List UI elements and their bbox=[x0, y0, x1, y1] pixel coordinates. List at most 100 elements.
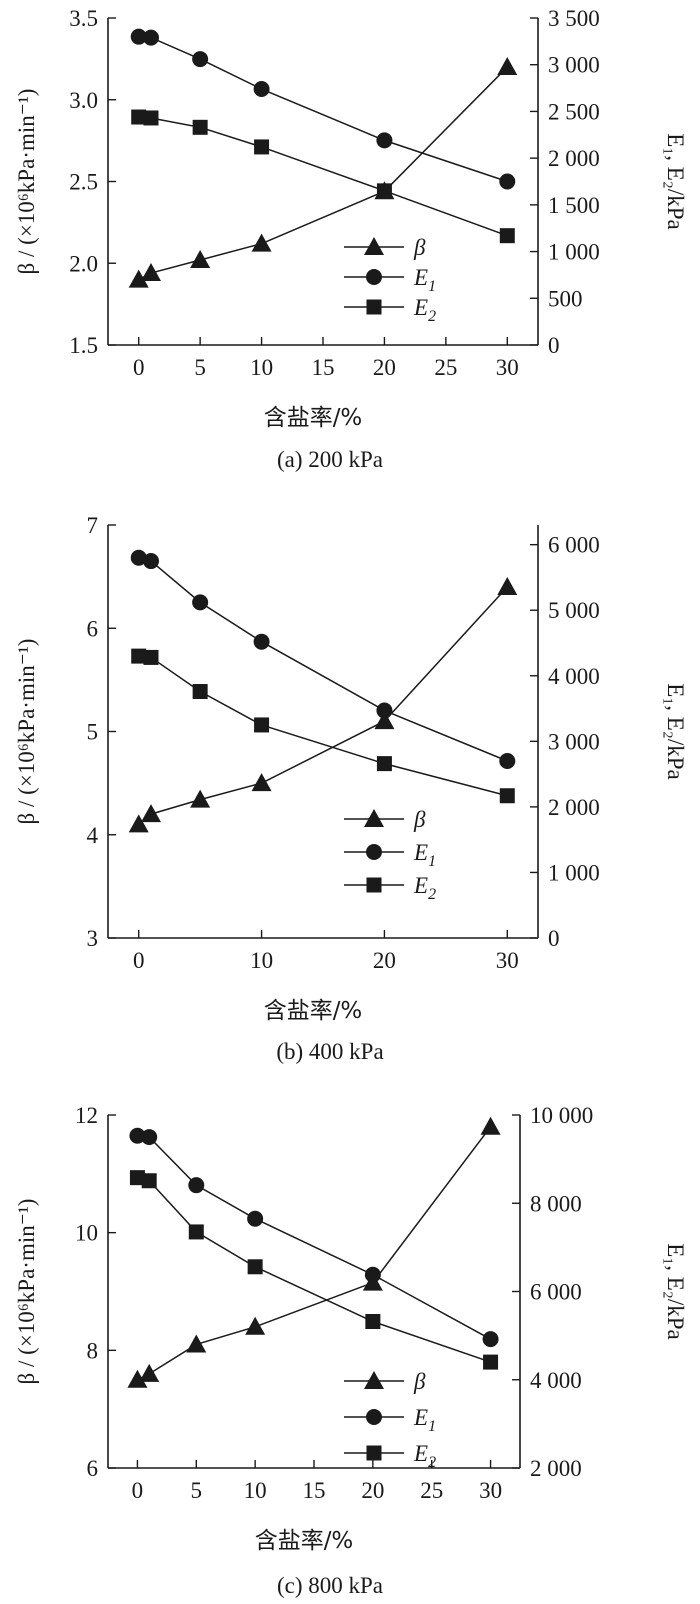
data-point-E2 bbox=[141, 1173, 157, 1189]
x-axis-title: 含盐率/% bbox=[255, 1528, 354, 1554]
left-tick-label: 3.5 bbox=[69, 6, 98, 31]
data-point-E2 bbox=[192, 119, 208, 135]
legend-entry-E1: E1 bbox=[344, 265, 436, 295]
data-point-E1 bbox=[482, 1331, 499, 1348]
right-tick-label: 5 000 bbox=[548, 598, 600, 623]
data-point-E2 bbox=[247, 1259, 263, 1275]
legend-label-main: E bbox=[413, 873, 428, 898]
right-tick-label: 2 000 bbox=[530, 1456, 582, 1481]
legend-marker bbox=[366, 1409, 382, 1425]
legend-entry-β: β bbox=[344, 1369, 426, 1394]
right-tick-label: 6 000 bbox=[548, 533, 600, 558]
data-point-E1 bbox=[253, 81, 270, 98]
legend-label: E2 bbox=[413, 295, 436, 325]
data-point-E1 bbox=[141, 1129, 158, 1146]
data-point-β bbox=[141, 804, 161, 823]
data-point-β bbox=[190, 789, 211, 808]
right-tick-label: 1 000 bbox=[548, 240, 600, 265]
data-point-β bbox=[139, 1363, 160, 1382]
left-axis-title: β / (×10⁶kPa·min⁻¹) bbox=[14, 639, 39, 825]
legend-label-sub: 2 bbox=[428, 1454, 436, 1471]
data-point-E2 bbox=[131, 648, 147, 664]
panel-caption: (c) 800 kPa bbox=[277, 1573, 383, 1598]
data-point-E1 bbox=[143, 553, 159, 570]
legend-label: E1 bbox=[413, 1405, 436, 1435]
left-tick-label: 2.0 bbox=[69, 251, 98, 276]
data-point-E2 bbox=[143, 110, 159, 126]
x-tick-label: 30 bbox=[496, 948, 519, 973]
legend-label: E2 bbox=[413, 873, 436, 903]
legend-label-sub: 2 bbox=[428, 886, 436, 903]
data-point-E1 bbox=[143, 29, 159, 46]
data-point-E1 bbox=[499, 753, 516, 769]
right-tick-label: 3 000 bbox=[548, 53, 600, 78]
legend-label: E1 bbox=[413, 265, 436, 295]
x-axis-title: 含盐率/% bbox=[264, 405, 363, 431]
right-tick-label: 500 bbox=[548, 286, 583, 311]
left-tick-label: 1.5 bbox=[69, 333, 98, 358]
legend-marker bbox=[366, 299, 382, 315]
x-tick-label: 0 bbox=[133, 948, 145, 973]
data-point-E2 bbox=[376, 756, 392, 772]
data-point-E1 bbox=[129, 1127, 146, 1144]
data-point-β bbox=[186, 1334, 207, 1353]
x-tick-label: 0 bbox=[133, 355, 145, 380]
chart-panel-1: 1.5 2.0 2.5 3.0 3.5 0 500 1 000 1 500 2 000 2 500 3… bbox=[14, 6, 688, 472]
left-tick-label: 3 bbox=[87, 926, 99, 951]
x-tick-label: 15 bbox=[303, 1478, 326, 1503]
legend-entry-β: β bbox=[344, 807, 426, 832]
right-tick-label: 4 000 bbox=[548, 664, 600, 689]
chart-panel-2: 3 4 5 6 7 0 1 000 2 000 3 000 4 000 5 000 6 000 0 10 2… bbox=[14, 513, 688, 1064]
series-line-E2 bbox=[137, 1176, 491, 1363]
legend-label: E1 bbox=[413, 840, 436, 870]
left-tick-label: 7 bbox=[87, 513, 99, 538]
right-tick-label: 4 000 bbox=[530, 1368, 582, 1393]
legend-label-main: E bbox=[413, 1405, 428, 1430]
legend-label-sub: 1 bbox=[428, 278, 436, 295]
left-tick-label: 10 bbox=[75, 1221, 98, 1246]
series-line-β bbox=[137, 1126, 492, 1381]
legend-label-main: β bbox=[413, 807, 426, 832]
legend-marker bbox=[366, 844, 382, 860]
legend-label-sub: 1 bbox=[428, 1418, 436, 1435]
right-axis-title: E₁, E₂/kPa bbox=[663, 1243, 688, 1340]
right-tick-label: 3 500 bbox=[548, 6, 600, 31]
left-tick-label: 6 bbox=[87, 1456, 99, 1481]
data-point-E2 bbox=[499, 228, 515, 244]
x-axis-title: 含盐率/% bbox=[264, 998, 363, 1024]
legend-entry-E2: E2 bbox=[344, 295, 436, 325]
data-point-β bbox=[141, 263, 161, 282]
legend-marker bbox=[364, 1371, 384, 1389]
data-point-E2 bbox=[188, 1224, 204, 1240]
left-tick-label: 5 bbox=[87, 720, 99, 745]
x-tick-label: 0 bbox=[132, 1478, 144, 1503]
x-tick-label: 10 bbox=[250, 948, 273, 973]
left-tick-label: 3.0 bbox=[69, 88, 98, 113]
data-point-β bbox=[374, 711, 395, 730]
legend-label: β bbox=[413, 807, 426, 832]
data-point-E1 bbox=[192, 51, 209, 68]
series-line-β bbox=[138, 586, 508, 825]
legend-marker bbox=[364, 809, 384, 827]
series-line-E2 bbox=[138, 655, 508, 797]
x-tick-label: 20 bbox=[373, 948, 396, 973]
data-point-β bbox=[127, 1369, 148, 1388]
data-point-E2 bbox=[483, 1354, 499, 1370]
x-tick-label: 25 bbox=[420, 1478, 443, 1503]
legend-label-main: E bbox=[413, 1441, 428, 1466]
right-tick-label: 2 500 bbox=[548, 99, 600, 124]
legend-entry-E1: E1 bbox=[344, 1405, 436, 1435]
x-tick-label: 30 bbox=[479, 1478, 502, 1503]
right-tick-label: 10 000 bbox=[530, 1103, 593, 1128]
legend-label-main: E bbox=[413, 840, 428, 865]
legend-marker bbox=[366, 269, 382, 285]
data-point-β bbox=[128, 269, 149, 288]
data-point-E2 bbox=[254, 717, 270, 733]
data-point-E1 bbox=[364, 1266, 381, 1283]
series-line-β bbox=[138, 66, 508, 281]
series-line-E1 bbox=[138, 557, 508, 762]
left-tick-label: 12 bbox=[75, 1103, 98, 1128]
x-tick-label: 5 bbox=[194, 355, 206, 380]
data-point-E2 bbox=[131, 109, 147, 125]
